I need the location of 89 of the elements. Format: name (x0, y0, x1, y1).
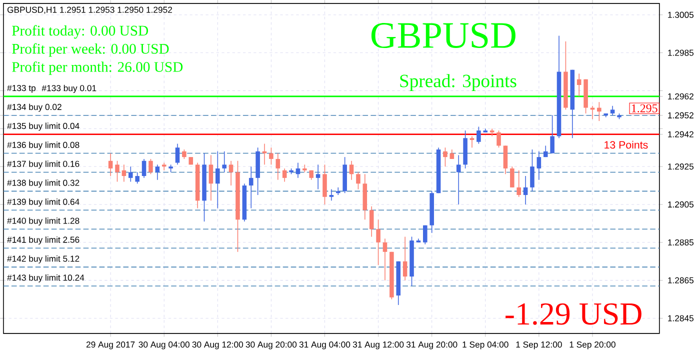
y-tick-label: 1.3005 (668, 12, 694, 18)
ref-line-label: #133 tp (7, 85, 36, 93)
ref-line-label: #141 buy limit 2.56 (7, 236, 80, 245)
candlestick (530, 149, 534, 192)
candlestick (115, 160, 120, 182)
candlestick (402, 236, 408, 281)
candlestick (516, 170, 521, 198)
x-tick-label: 1 Sep 04:00 (462, 342, 508, 350)
y-tick-label: 1.2985 (668, 50, 694, 56)
candlestick (510, 166, 514, 188)
candlestick (536, 151, 542, 180)
candlestick (376, 219, 380, 266)
candlestick (610, 106, 615, 116)
candlestick (222, 151, 226, 173)
candlestick (228, 160, 234, 186)
y-tick-label: 1.2885 (668, 239, 694, 246)
candlestick (182, 149, 186, 160)
x-tick-label: 30 Aug 04:00 (138, 342, 190, 350)
x-tick-label: 30 Aug 12:00 (192, 342, 244, 350)
x-tick-label: 30 Aug 20:00 (246, 342, 297, 350)
candlestick (148, 158, 153, 175)
candlestick (296, 162, 300, 178)
candlestick (503, 145, 508, 175)
y-tick-label: 1.2865 (668, 277, 694, 284)
candlestick (282, 168, 287, 182)
candlestick (476, 126, 481, 144)
candlestick (142, 158, 146, 178)
ref-line-label: #135 buy limit 0.04 (7, 122, 80, 131)
candlestick (269, 147, 274, 166)
candlestick (329, 189, 334, 202)
candlestick (162, 162, 166, 171)
candlestick (276, 153, 280, 180)
y-tick-label: 1.2962 (668, 93, 694, 100)
annotation: Spread: 3points (400, 74, 516, 92)
candlestick (356, 172, 360, 190)
ref-line-label: #137 buy limit 0.16 (7, 160, 80, 169)
candlestick (316, 164, 320, 190)
candlestick (175, 144, 180, 166)
x-tick-label: 31 Aug 12:00 (352, 342, 404, 350)
x-tick-label: 31 Aug 04:00 (299, 342, 350, 350)
annotation: 13 Points (604, 140, 648, 149)
candlestick (122, 164, 126, 182)
candlestick (135, 172, 140, 184)
x-tick-label: 29 Aug 2017 (86, 342, 135, 350)
y-tick-label: 1.2952 (668, 112, 694, 119)
x-tick-label: 31 Aug 20:00 (406, 342, 458, 350)
y-tick-label: 1.2942 (668, 131, 694, 138)
candlestick (443, 147, 448, 168)
candlestick (369, 206, 374, 238)
candlestick (550, 115, 554, 154)
x-tick-label: 1 Sep 20:00 (570, 342, 616, 350)
candlestick (248, 166, 254, 209)
candlestick (349, 160, 354, 180)
chart-title: GBPUSD,H1 1.2951 1.2953 1.2950 1.2952 (7, 6, 172, 14)
y-tick-label: 1.2905 (668, 202, 694, 208)
candlestick (576, 73, 582, 97)
ref-line-label: #140 buy limit 1.28 (7, 218, 80, 226)
ref-line-label: #139 buy limit 0.64 (7, 198, 80, 207)
ref-line-label: #134 buy 0.02 (7, 104, 62, 112)
y-tick-label: 1.2845 (668, 315, 694, 322)
annotation: -1.29 USD (506, 303, 642, 326)
candlestick (382, 238, 388, 281)
annotation: #133 buy 0.01 (42, 84, 96, 94)
annotation: Profit per month: 26.00 USD (12, 62, 183, 76)
candlestick (496, 130, 501, 148)
candlestick (336, 187, 340, 196)
y-tick-label: 1.2925 (668, 164, 694, 170)
ref-line-label: #142 buy limit 5.12 (7, 256, 80, 264)
candlestick (216, 151, 220, 209)
annotation: Profit today: 0.00 USD (12, 25, 148, 39)
ref-line-label: #143 buy limit 10.24 (7, 274, 84, 283)
x-tick-label: 1 Sep 12:00 (516, 342, 562, 350)
annotation: Profit per week: 0.00 USD (12, 43, 169, 57)
candlestick (128, 166, 133, 182)
annotation: 1.295 (632, 104, 658, 113)
candlestick (155, 164, 160, 180)
candlestick (523, 176, 528, 206)
candlestick (208, 154, 214, 202)
candlestick (456, 154, 461, 206)
candlestick (262, 144, 267, 166)
candlestick (470, 136, 474, 148)
candlestick (322, 164, 327, 206)
candlestick (423, 225, 428, 245)
candlestick (108, 153, 113, 177)
ref-line-label: #138 buy limit 0.32 (7, 180, 80, 188)
candlestick (490, 128, 494, 137)
ref-line-label: #136 buy limit 0.08 (7, 142, 80, 150)
annotation: GBPUSD (371, 23, 516, 48)
candlestick (597, 102, 602, 122)
